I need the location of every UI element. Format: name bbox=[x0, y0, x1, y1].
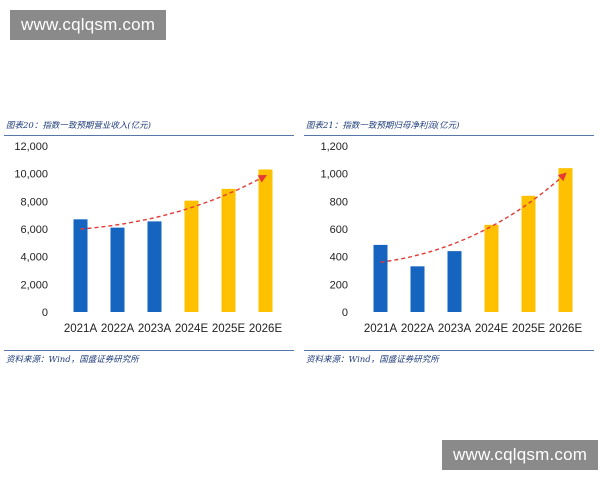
bar-2025E bbox=[521, 195, 536, 312]
x-category-label: 2026E bbox=[549, 323, 583, 335]
y-tick-label: 10,000 bbox=[14, 169, 48, 181]
chart-source: 资料来源：Wind，国盛证券研究所 bbox=[6, 355, 139, 365]
y-tick-label: 600 bbox=[330, 224, 348, 236]
trend-arrow bbox=[380, 172, 567, 263]
x-category-label: 2022A bbox=[101, 323, 135, 335]
x-category-label: 2025E bbox=[512, 323, 546, 335]
title-rule bbox=[304, 135, 594, 136]
y-tick-label: 4,000 bbox=[20, 252, 48, 264]
y-tick-label: 0 bbox=[42, 307, 48, 319]
y-tick-label: 1,000 bbox=[320, 169, 348, 181]
title-rule bbox=[4, 135, 294, 136]
x-category-label: 2025E bbox=[212, 323, 246, 335]
watermark-bottom: www.cqlqsm.com bbox=[442, 440, 599, 470]
y-tick-label: 1,200 bbox=[320, 141, 348, 153]
x-category-label: 2023A bbox=[138, 323, 172, 335]
bar-2023A bbox=[147, 221, 162, 312]
x-category-label: 2021A bbox=[64, 323, 98, 335]
y-tick-label: 800 bbox=[330, 196, 348, 208]
bar-2022A bbox=[110, 227, 125, 312]
bar-2024E bbox=[184, 200, 199, 312]
y-tick-label: 0 bbox=[342, 307, 348, 319]
y-tick-label: 2,000 bbox=[20, 279, 48, 291]
source-rule bbox=[4, 350, 294, 351]
x-category-label: 2024E bbox=[475, 323, 509, 335]
bar-2026E bbox=[558, 168, 573, 312]
bar-2022A bbox=[410, 266, 425, 312]
watermark-top: www.cqlqsm.com bbox=[10, 10, 167, 40]
source-rule bbox=[304, 350, 594, 351]
chart-panel-revenue: 图表20：指数一致预期营业收入(亿元) 0 2,000 4,000 6,000 8,00… bbox=[4, 112, 296, 374]
trend-arrow bbox=[80, 174, 267, 230]
chart-panel-net-profit: 图表21：指数一致预期归母净利润(亿元) 0 200 400 600 800 1,000 1… bbox=[304, 112, 596, 374]
chart-title: 图表20：指数一致预期营业收入(亿元) bbox=[6, 121, 151, 131]
y-tick-label: 12,000 bbox=[14, 141, 48, 153]
x-category-label: 2021A bbox=[364, 323, 398, 335]
bar-2024E bbox=[484, 224, 499, 312]
x-category-label: 2026E bbox=[249, 323, 283, 335]
x-category-label: 2024E bbox=[175, 323, 209, 335]
chart-source: 资料来源：Wind，国盛证券研究所 bbox=[306, 355, 439, 365]
y-tick-label: 400 bbox=[330, 252, 348, 264]
bar-2025E bbox=[221, 188, 236, 312]
bar-2021A bbox=[73, 219, 88, 312]
bar-2023A bbox=[447, 251, 462, 312]
bar-2021A bbox=[373, 244, 388, 312]
y-tick-label: 6,000 bbox=[20, 224, 48, 236]
y-tick-label: 200 bbox=[330, 279, 348, 291]
chart-title: 图表21：指数一致预期归母净利润(亿元) bbox=[306, 121, 460, 131]
y-tick-label: 8,000 bbox=[20, 196, 48, 208]
bar-2026E bbox=[258, 169, 273, 312]
x-category-label: 2023A bbox=[438, 323, 472, 335]
x-category-label: 2022A bbox=[401, 323, 435, 335]
